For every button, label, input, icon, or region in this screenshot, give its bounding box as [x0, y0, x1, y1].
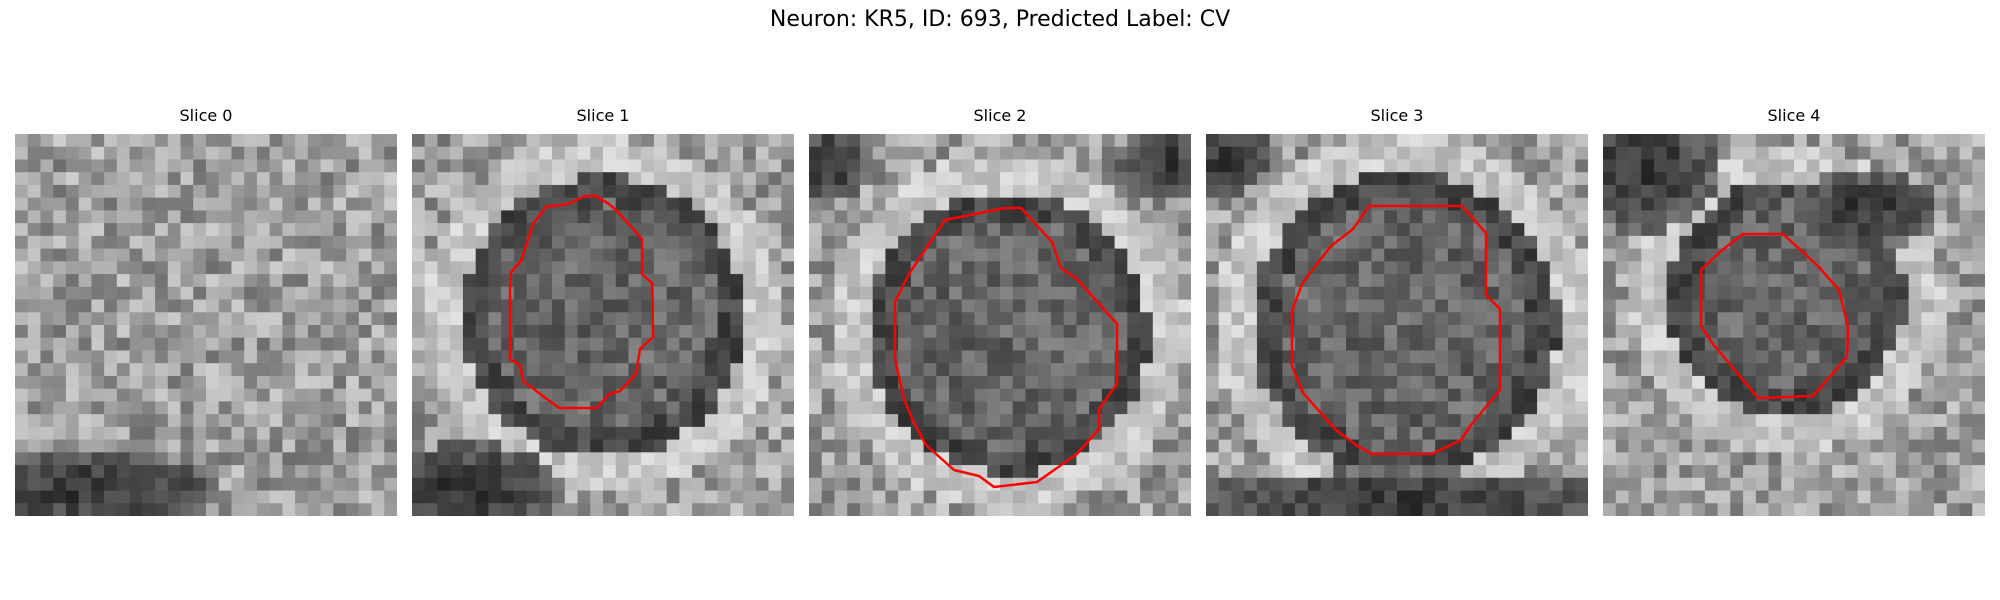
slice-panel-3: Slice 3	[1206, 106, 1588, 516]
slice-image-3	[1206, 134, 1588, 516]
slice-panel-2: Slice 2	[809, 106, 1191, 516]
slice-image-1	[412, 134, 794, 516]
slice-image-0	[15, 134, 397, 516]
slice-title-3: Slice 3	[1370, 106, 1424, 125]
segmentation-contour-2	[893, 206, 1119, 489]
slice-image-4	[1603, 134, 1985, 516]
figure-title: Neuron: KR5, ID: 693, Predicted Label: C…	[769, 7, 1231, 32]
slice-panel-4: Slice 4	[1603, 106, 1985, 516]
slice-title-4: Slice 4	[1767, 106, 1821, 125]
segmentation-contour-4	[1699, 232, 1850, 400]
slice-title-2: Slice 2	[973, 106, 1027, 125]
slice-panel-1: Slice 1	[412, 106, 794, 516]
slice-title-1: Slice 1	[576, 106, 630, 125]
segmentation-contour-1	[508, 194, 655, 410]
segmentation-contour-3	[1290, 204, 1502, 456]
slice-image-2	[809, 134, 1191, 516]
slice-panel-0: Slice 0	[15, 106, 397, 516]
slice-title-0: Slice 0	[179, 106, 233, 125]
